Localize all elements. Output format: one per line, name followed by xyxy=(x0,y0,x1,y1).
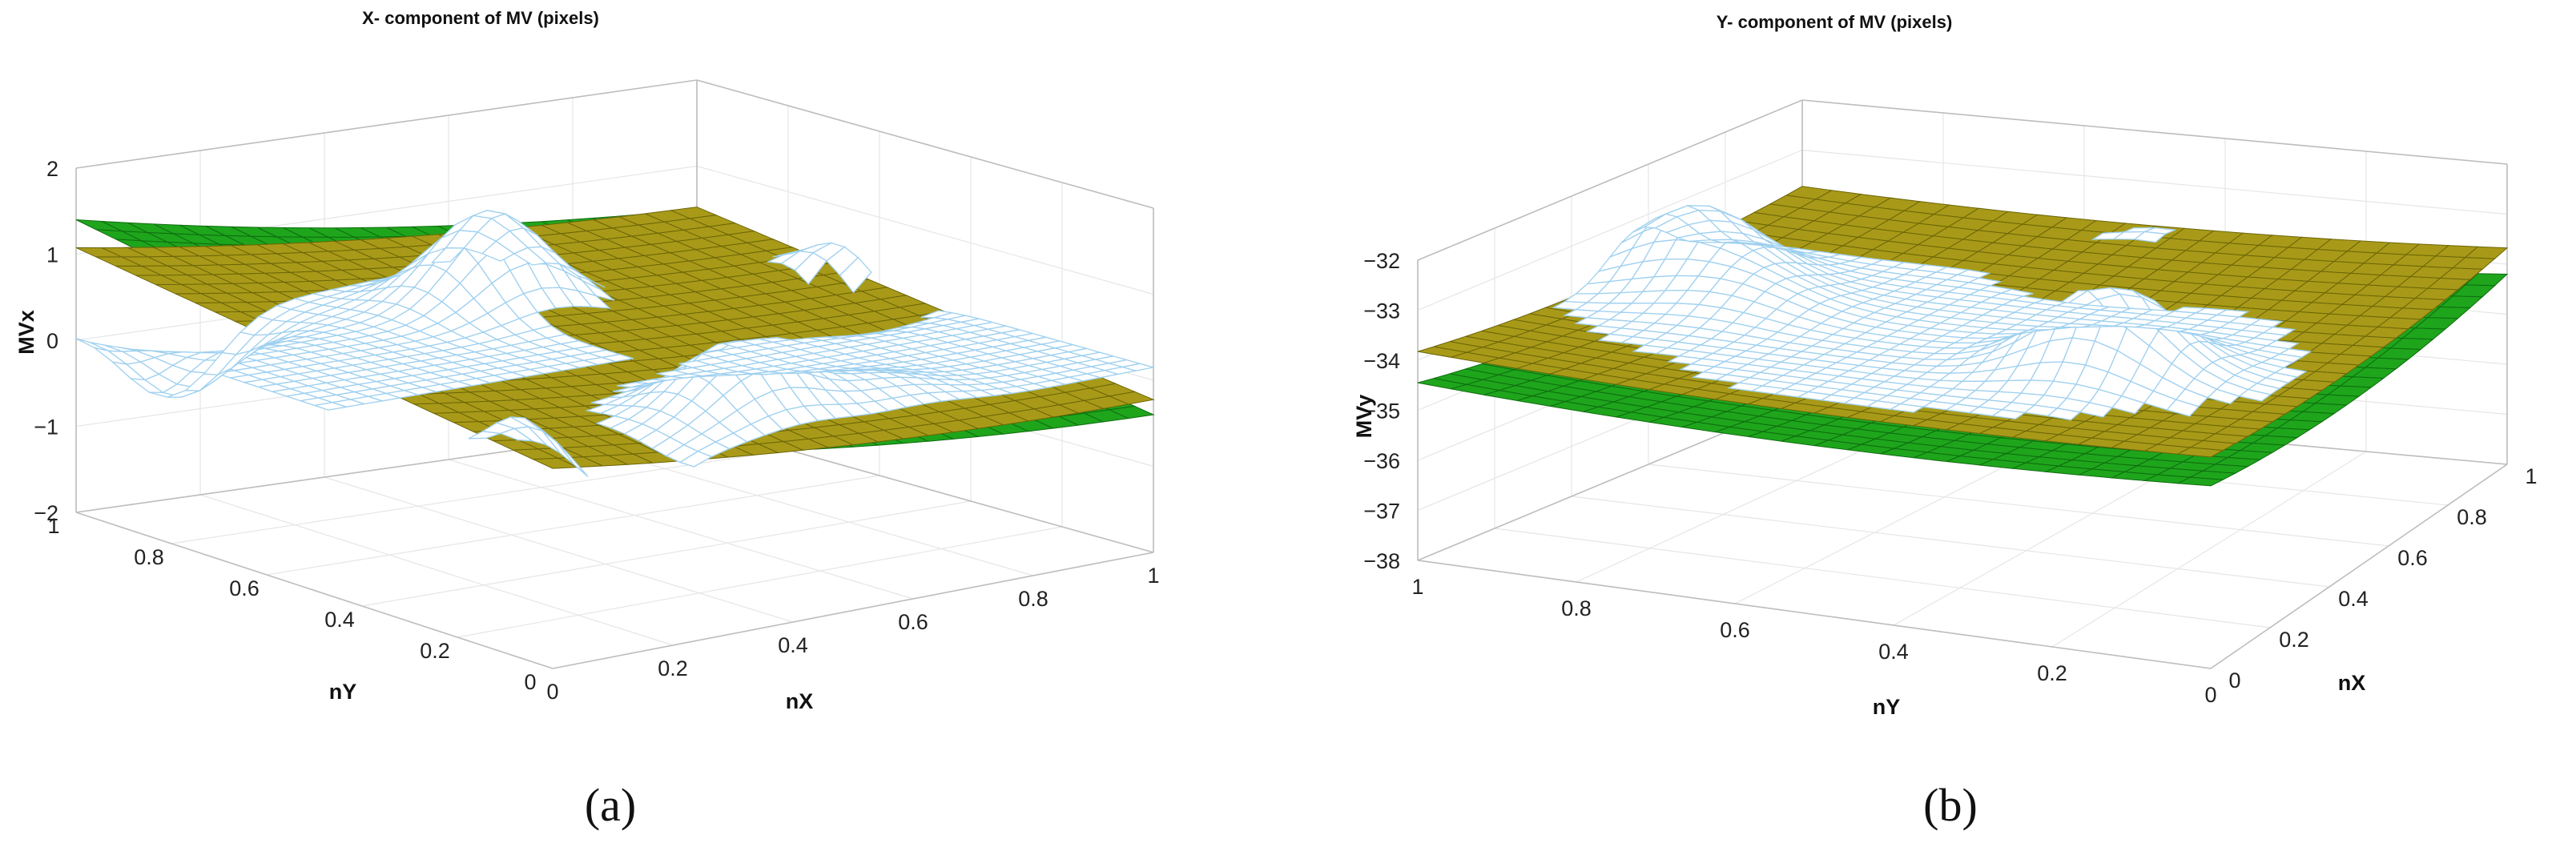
gridline xyxy=(266,475,880,576)
x-tick-label: 0 xyxy=(2228,668,2240,692)
x-tick-label: 0.8 xyxy=(2457,505,2487,529)
olive-plane-cell xyxy=(1785,186,1833,200)
wireframe-cell xyxy=(481,240,516,262)
panel-a-xlabel: nX xyxy=(786,689,814,713)
gridline xyxy=(324,476,794,623)
z-tick-label: −35 xyxy=(1363,399,1400,423)
z-tick-label: 2 xyxy=(46,157,58,181)
wireframe-cell xyxy=(2091,231,2126,240)
z-tick-label: −38 xyxy=(1363,549,1400,573)
x-tick-label: 0.4 xyxy=(2338,587,2369,611)
axis-edge xyxy=(75,79,698,169)
gridline xyxy=(448,459,914,600)
wireframe-cell xyxy=(920,310,952,319)
x-tick-label: 1 xyxy=(2525,464,2537,488)
z-tick-label: −1 xyxy=(34,415,58,440)
wireframe-cell xyxy=(1688,239,1722,243)
wireframe-cell xyxy=(513,247,548,266)
z-tick-label: −36 xyxy=(1363,449,1400,473)
z-tick-label: −32 xyxy=(1363,249,1400,273)
x-tick-label: 1 xyxy=(1147,564,1159,588)
panel-a-zlabel: MVx xyxy=(14,310,38,355)
olive-plane-cell xyxy=(669,207,718,219)
gridline xyxy=(696,165,1154,295)
x-tick-label: 0.8 xyxy=(1018,587,1049,611)
x-tick-label: 0.2 xyxy=(658,656,688,680)
gridline xyxy=(457,526,1063,638)
panel-b-xlabel: nX xyxy=(2338,671,2366,695)
axis-edge xyxy=(1417,99,1803,261)
panel-a-title: X- component of MV (pixels) xyxy=(362,8,599,28)
x-tick-label: 0.6 xyxy=(2397,546,2428,570)
axis-edge xyxy=(552,552,1154,669)
wireframe-cell xyxy=(1721,241,1755,244)
gridline xyxy=(361,500,972,607)
gridline xyxy=(572,441,1034,576)
y-tick-label: 0.4 xyxy=(324,608,355,632)
axis-edge xyxy=(696,79,1154,209)
z-tick-label: 1 xyxy=(46,243,58,267)
wireframe-cell xyxy=(468,431,501,440)
panel-b-zlabel: MVy xyxy=(1352,395,1376,439)
y-tick-label: 0 xyxy=(524,670,536,694)
y-tick-label: 1 xyxy=(1411,575,1423,599)
y-tick-label: 0.4 xyxy=(1878,640,1909,664)
wireframe-cell xyxy=(498,428,534,442)
y-tick-label: 0 xyxy=(2204,683,2216,707)
y-tick-label: 0.6 xyxy=(1720,618,1750,642)
y-tick-label: 1 xyxy=(47,514,59,538)
y-tick-label: 0.6 xyxy=(229,576,260,600)
x-tick-label: 0.6 xyxy=(898,610,928,634)
gridline xyxy=(1571,496,2330,588)
wireframe-cell xyxy=(368,274,400,283)
panel-b-tick-labels: 0 0.2 0.4 0.6 0.8 1 0 0.2 0.4 0.6 0.8 1 −38 −37 −36 −35… xyxy=(1363,249,2537,707)
panel-b-ylabel: nY xyxy=(1873,695,1901,719)
x-tick-label: 0.4 xyxy=(778,633,808,657)
z-tick-label: −2 xyxy=(34,501,58,525)
caption-b: (b) xyxy=(1923,779,1978,831)
y-tick-label: 0.2 xyxy=(420,639,450,663)
y-tick-label: 0.8 xyxy=(134,545,164,569)
axis-edge xyxy=(2210,464,2508,669)
panel-b-surfaces xyxy=(1417,186,2509,487)
wireframe-cell xyxy=(559,263,592,282)
gridline xyxy=(1801,149,2508,215)
z-tick-label: 0 xyxy=(46,329,58,353)
wireframe-cell xyxy=(2173,307,2206,314)
panel-a-axes-box xyxy=(75,79,1154,669)
wireframe-cell xyxy=(772,248,805,258)
gridline xyxy=(1648,464,2389,547)
x-tick-label: 0 xyxy=(546,680,558,704)
wireframe-cell xyxy=(430,247,465,263)
x-tick-label: 0.2 xyxy=(2279,628,2309,652)
gridline xyxy=(171,449,789,544)
gridline xyxy=(2051,451,2367,648)
panel-b: 0 0.2 0.4 0.6 0.8 1 0 0.2 0.4 0.6 0.8 1 −38 −37 −36 −35… xyxy=(1352,12,2538,719)
gridline xyxy=(1494,528,2271,628)
wireframe-cell xyxy=(759,337,791,343)
y-tick-label: 0.8 xyxy=(1561,596,1592,620)
axis-edge xyxy=(1801,99,2508,165)
wireframe-cell xyxy=(2123,227,2155,233)
panel-a-ylabel: nY xyxy=(329,680,357,704)
z-tick-label: −37 xyxy=(1363,500,1400,524)
caption-a: (a) xyxy=(585,779,636,831)
panel-b-title: Y- component of MV (pixels) xyxy=(1717,12,1953,32)
axis-edge xyxy=(75,512,553,669)
axis-edge xyxy=(1417,560,2212,669)
y-tick-label: 0.2 xyxy=(2037,661,2067,685)
gridline xyxy=(199,494,674,646)
z-tick-label: −33 xyxy=(1363,299,1400,323)
z-tick-label: −34 xyxy=(1363,349,1400,373)
panel-a-surfaces xyxy=(75,207,1155,477)
gridline xyxy=(1417,149,1803,311)
